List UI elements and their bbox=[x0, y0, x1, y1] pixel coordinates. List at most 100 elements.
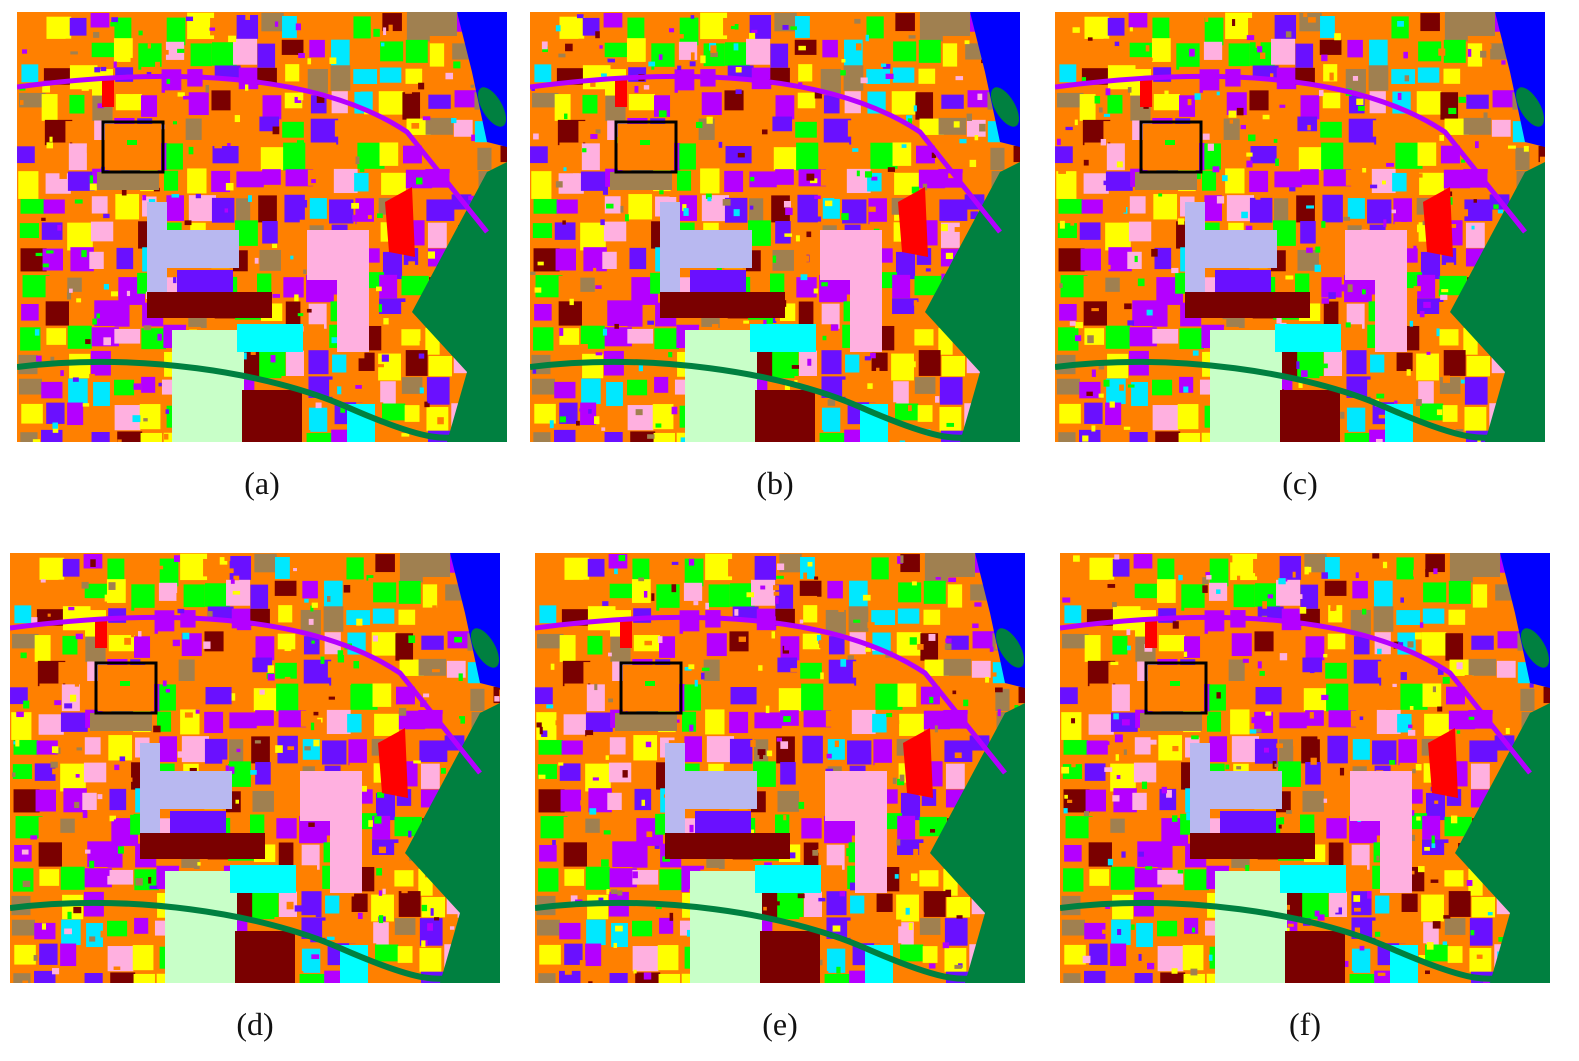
field bbox=[1089, 683, 1113, 709]
field bbox=[849, 580, 868, 608]
field bbox=[1065, 816, 1093, 839]
field bbox=[1060, 275, 1088, 298]
field bbox=[558, 301, 582, 326]
field bbox=[255, 762, 271, 785]
field bbox=[893, 381, 909, 408]
field bbox=[533, 432, 551, 442]
field bbox=[1466, 355, 1490, 377]
speckle bbox=[638, 577, 645, 582]
field bbox=[606, 381, 623, 408]
field bbox=[1179, 328, 1204, 350]
field bbox=[1370, 354, 1385, 373]
field bbox=[866, 16, 884, 39]
speckle bbox=[46, 142, 54, 149]
speckle bbox=[784, 644, 790, 651]
speckle bbox=[1378, 414, 1387, 419]
field bbox=[1059, 42, 1084, 58]
speckle bbox=[454, 636, 462, 643]
field bbox=[826, 948, 846, 973]
field bbox=[799, 249, 822, 277]
speckle bbox=[41, 923, 47, 930]
speckle bbox=[979, 123, 986, 132]
speckle bbox=[1401, 214, 1408, 222]
speckle bbox=[1084, 889, 1088, 895]
speckle bbox=[366, 575, 374, 581]
field bbox=[1425, 554, 1445, 573]
field bbox=[604, 432, 623, 442]
field bbox=[382, 13, 402, 32]
field bbox=[1249, 197, 1273, 223]
speckle bbox=[1216, 692, 1221, 699]
speckle bbox=[195, 709, 200, 714]
speckle bbox=[304, 598, 309, 603]
field bbox=[109, 788, 127, 811]
speckle bbox=[705, 602, 709, 610]
field bbox=[564, 943, 583, 965]
speckle bbox=[1205, 16, 1209, 22]
region bbox=[1380, 813, 1412, 893]
speckle bbox=[327, 596, 331, 602]
speckle bbox=[1194, 93, 1201, 100]
speckle bbox=[562, 220, 566, 225]
field bbox=[1248, 17, 1271, 36]
field bbox=[1152, 405, 1179, 431]
field bbox=[1420, 403, 1444, 421]
speckle bbox=[458, 673, 463, 681]
speckle bbox=[1195, 173, 1201, 180]
speckle bbox=[558, 53, 566, 58]
speckle bbox=[100, 930, 107, 938]
speckle bbox=[737, 152, 745, 158]
field bbox=[942, 43, 958, 70]
field bbox=[353, 381, 378, 403]
speckle bbox=[1107, 858, 1114, 866]
field bbox=[21, 64, 39, 83]
speckle bbox=[1501, 60, 1506, 65]
speckle bbox=[33, 955, 38, 961]
field bbox=[561, 740, 583, 755]
speckle bbox=[331, 337, 340, 344]
speckle bbox=[1216, 91, 1220, 96]
region bbox=[903, 728, 933, 798]
field bbox=[301, 891, 322, 916]
field bbox=[301, 948, 321, 973]
field bbox=[564, 869, 585, 886]
speckle bbox=[586, 735, 594, 743]
speckle bbox=[434, 627, 441, 635]
speckle bbox=[605, 755, 609, 760]
field bbox=[1328, 710, 1357, 728]
speckle bbox=[648, 61, 656, 67]
region bbox=[660, 292, 785, 318]
speckle bbox=[784, 384, 791, 392]
speckle bbox=[899, 440, 906, 442]
field bbox=[1107, 17, 1125, 36]
speckle bbox=[821, 282, 828, 287]
field bbox=[236, 198, 251, 221]
speckle bbox=[110, 22, 118, 27]
speckle bbox=[1376, 855, 1380, 861]
speckle bbox=[1356, 98, 1364, 106]
speckle bbox=[681, 888, 690, 893]
field bbox=[405, 350, 428, 376]
field bbox=[1224, 147, 1244, 169]
speckle bbox=[1103, 379, 1110, 387]
speckle bbox=[382, 888, 386, 895]
speckle bbox=[608, 652, 612, 657]
field bbox=[1439, 329, 1459, 346]
field bbox=[867, 172, 882, 192]
speckle bbox=[970, 211, 979, 220]
field bbox=[1128, 221, 1152, 242]
field bbox=[725, 42, 750, 66]
field bbox=[780, 762, 796, 785]
region bbox=[1275, 324, 1341, 352]
speckle bbox=[798, 45, 806, 51]
field bbox=[801, 818, 822, 839]
speckle bbox=[173, 555, 180, 562]
field bbox=[1345, 169, 1370, 186]
field bbox=[114, 17, 132, 45]
speckle bbox=[585, 730, 594, 737]
speckle bbox=[97, 103, 104, 109]
field bbox=[1223, 118, 1240, 140]
speckle bbox=[1112, 602, 1117, 608]
field bbox=[1064, 844, 1082, 862]
speckle bbox=[236, 748, 241, 753]
